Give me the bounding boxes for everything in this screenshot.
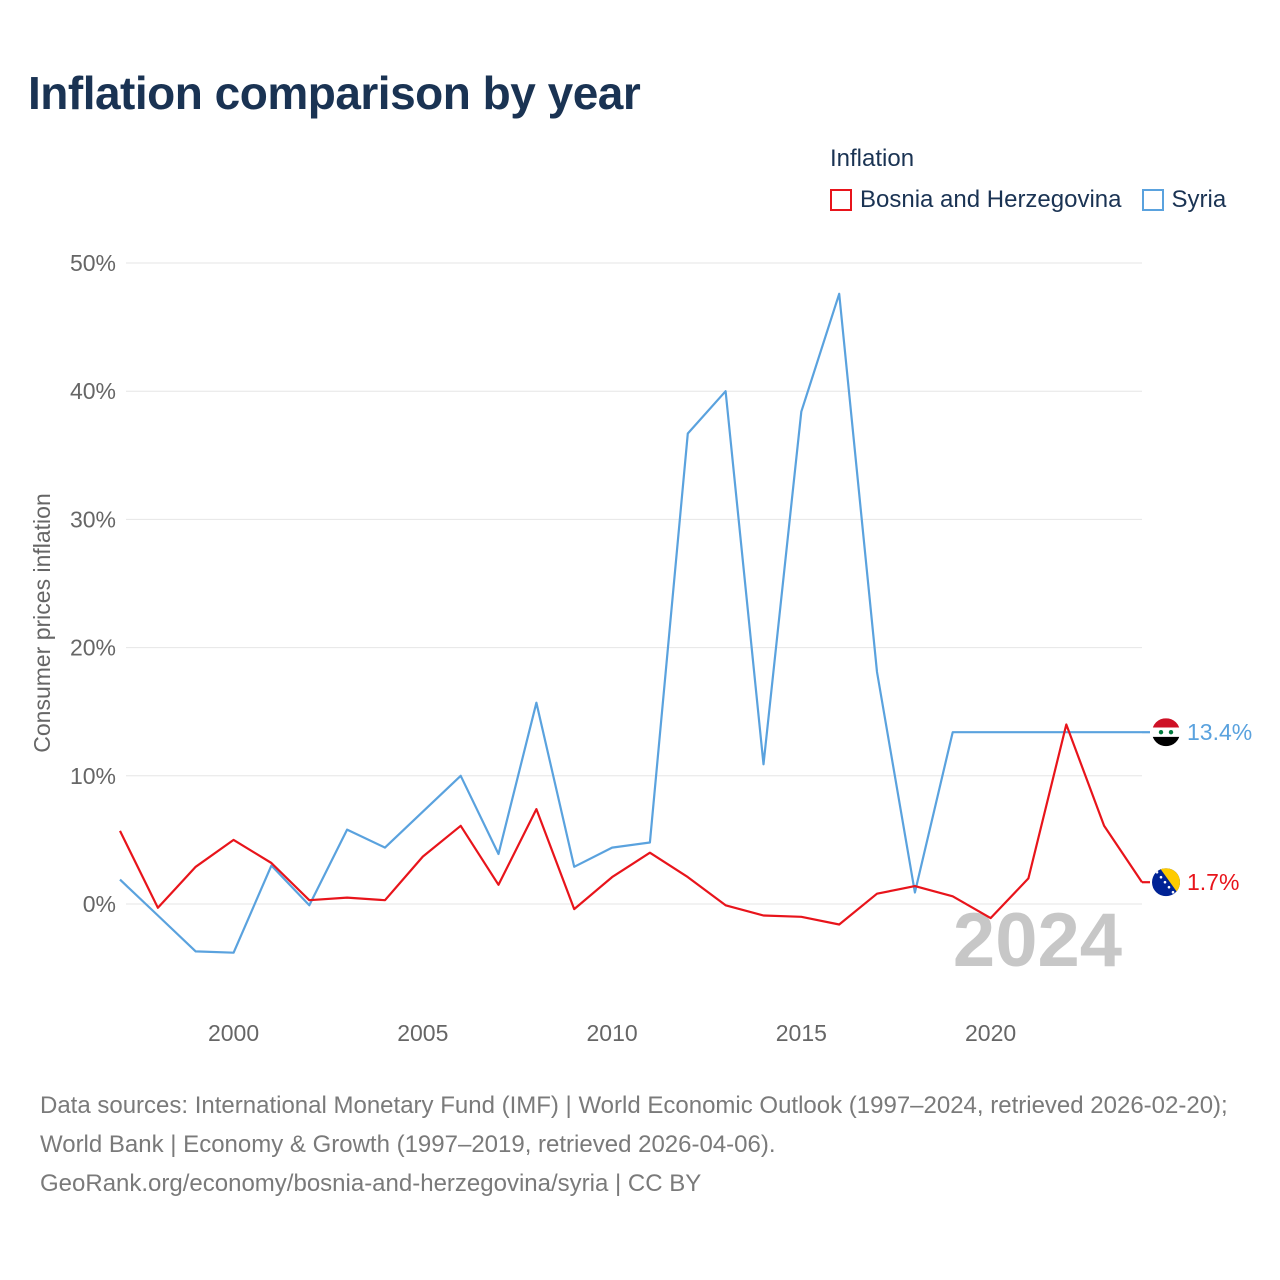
y-axis-label: Consumer prices inflation: [29, 493, 55, 753]
chart-title: Inflation comparison by year: [28, 67, 641, 119]
series-line-syria: [119, 292, 1142, 954]
legend-swatch-bosnia: [830, 189, 852, 211]
x-axis-ticks: 2000 2005 2010 2015 2020: [208, 1020, 1016, 1046]
legend-label-bosnia: Bosnia and Herzegovina: [860, 186, 1122, 213]
bosnia-end-label: 1.7%: [1187, 869, 1239, 895]
series-line-bosnia: [119, 723, 1143, 926]
syria-flag-icon: [1152, 718, 1180, 747]
footer: Data sources: International Monetary Fun…: [40, 1086, 1250, 1203]
legend-label-syria: Syria: [1171, 186, 1227, 213]
series-lines: [119, 292, 1150, 954]
y-axis-ticks: 0% 10% 20% 30% 40% 50%: [70, 250, 116, 917]
x-tick-label: 2010: [586, 1020, 637, 1046]
data-sources-text: Data sources: International Monetary Fun…: [40, 1092, 1228, 1158]
x-tick-label: 2020: [965, 1020, 1016, 1046]
legend-item-syria[interactable]: Syria: [1141, 186, 1227, 214]
series-end-labels: 13.4% 1.7%: [1152, 718, 1252, 897]
y-tick-label: 50%: [70, 250, 116, 276]
x-tick-label: 2000: [208, 1020, 259, 1046]
x-tick-label: 2015: [776, 1020, 827, 1046]
y-tick-label: 10%: [70, 763, 116, 789]
x-tick-label: 2005: [397, 1020, 448, 1046]
legend: Bosnia and Herzegovina Syria: [830, 186, 1246, 214]
y-tick-label: 30%: [70, 506, 116, 532]
legend-swatch-syria: [1141, 189, 1164, 211]
bosnia-flag-icon: [1152, 868, 1180, 897]
legend-title: Inflation: [830, 145, 915, 172]
y-tick-label: 0%: [83, 891, 116, 917]
y-tick-label: 20%: [70, 635, 116, 661]
syria-end-label: 13.4%: [1187, 719, 1252, 745]
source-link[interactable]: GeoRank.org/economy/bosnia-and-herzegovi…: [40, 1170, 702, 1197]
y-tick-label: 40%: [70, 378, 116, 404]
legend-item-bosnia[interactable]: Bosnia and Herzegovina: [830, 186, 1122, 214]
gridlines: [126, 262, 1142, 905]
